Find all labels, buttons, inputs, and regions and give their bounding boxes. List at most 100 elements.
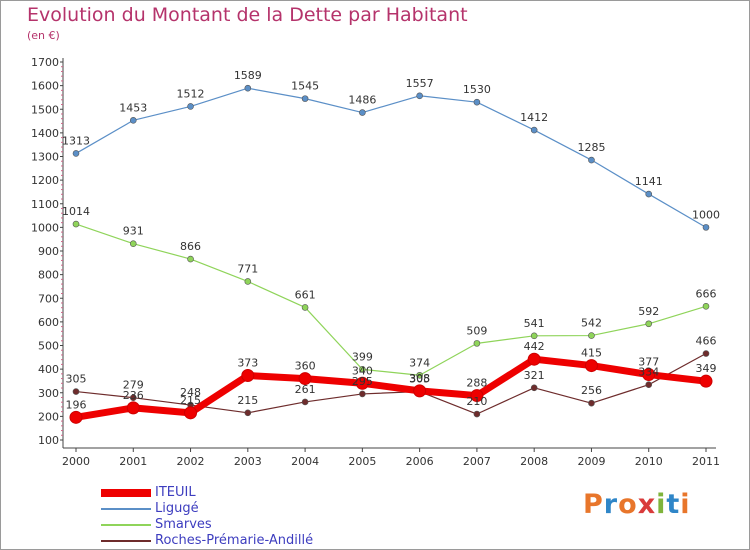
x-tick-label: 2006	[406, 455, 434, 468]
data-label: 399	[352, 350, 373, 363]
data-point	[642, 368, 656, 382]
data-label: 373	[237, 357, 258, 370]
data-label: 1285	[577, 141, 605, 154]
data-point	[645, 190, 653, 198]
x-tick-label: 2001	[119, 455, 147, 468]
data-label: 592	[638, 305, 659, 318]
data-label: 661	[295, 288, 316, 301]
data-label: 1589	[234, 69, 262, 82]
data-point	[244, 409, 252, 417]
data-point	[244, 84, 252, 92]
data-point	[355, 376, 369, 390]
data-point	[702, 302, 710, 310]
series-line	[75, 353, 707, 415]
data-label: 321	[524, 369, 545, 382]
data-point	[301, 304, 309, 311]
data-point	[359, 366, 366, 373]
data-point	[129, 240, 137, 247]
legend-swatch	[101, 508, 151, 510]
data-label: 261	[295, 383, 316, 396]
data-point	[69, 410, 83, 424]
data-label: 196	[66, 398, 87, 411]
data-label: 866	[180, 240, 201, 253]
data-label: 1486	[348, 94, 376, 107]
logo-letter: i	[680, 489, 691, 520]
data-point	[72, 220, 80, 228]
data-point	[645, 381, 653, 389]
legend-label: ITEUIL	[155, 485, 196, 500]
data-label: 215	[180, 394, 201, 407]
logo-letter: i	[656, 489, 667, 520]
data-point	[72, 150, 80, 157]
data-label: 215	[237, 394, 258, 407]
data-label: 442	[524, 340, 545, 353]
data-label: 305	[409, 373, 430, 386]
data-label: 279	[123, 379, 144, 392]
data-point	[645, 320, 653, 328]
data-label: 334	[638, 366, 659, 379]
data-point	[129, 394, 137, 402]
y-tick-label: 1400	[31, 127, 59, 140]
data-point	[413, 384, 427, 398]
y-tick-label: 1200	[31, 174, 59, 187]
legend-label: Roches-Prémarie-Andillé	[155, 533, 314, 548]
data-point	[301, 398, 309, 406]
data-label: 1014	[62, 205, 90, 218]
data-label: 236	[123, 389, 144, 402]
data-point	[530, 126, 538, 134]
data-point	[702, 224, 710, 231]
data-point	[473, 98, 481, 106]
data-label: 1545	[291, 80, 319, 93]
logo-letter: o	[618, 489, 638, 520]
data-point	[187, 103, 194, 110]
data-point	[473, 340, 481, 347]
data-point	[126, 401, 140, 415]
data-label: 1141	[635, 175, 663, 188]
data-label: 349	[696, 362, 717, 375]
data-point	[588, 399, 595, 407]
data-label: 210	[466, 395, 487, 408]
data-label: 377	[638, 356, 659, 369]
data-label: 288	[466, 377, 487, 390]
logo-letter: P	[583, 489, 604, 520]
data-label: 509	[466, 324, 487, 337]
data-point	[416, 371, 423, 379]
data-point	[359, 390, 366, 398]
y-tick-label: 1300	[31, 151, 59, 164]
legend-label: Ligugé	[155, 501, 199, 516]
data-label: 374	[409, 356, 430, 369]
x-tick-label: 2004	[291, 455, 319, 468]
data-point	[129, 117, 137, 124]
data-label: 248	[180, 386, 201, 399]
x-tick-label: 2007	[463, 455, 491, 468]
data-point	[72, 388, 80, 395]
y-tick-label: 200	[38, 410, 59, 423]
legend-swatch	[101, 489, 151, 497]
logo-letter: r	[603, 489, 619, 520]
data-point	[527, 352, 541, 366]
data-label: 1557	[406, 77, 434, 90]
data-point	[416, 92, 423, 100]
series-line	[75, 87, 707, 228]
x-tick-label: 2003	[234, 455, 262, 468]
y-tick-label: 700	[38, 292, 59, 305]
series-line	[75, 223, 707, 376]
data-label: 340	[352, 364, 373, 377]
data-label: 1530	[463, 83, 491, 96]
chart-title: Evolution du Montant de la Dette par Hab…	[27, 4, 468, 26]
y-tick-label: 300	[38, 387, 59, 400]
data-label: 931	[123, 225, 144, 238]
y-tick-label: 400	[38, 363, 59, 376]
data-label: 542	[581, 317, 602, 330]
data-label: 1512	[177, 87, 205, 100]
chart-unit-label: (en €)	[27, 29, 60, 42]
data-label: 308	[409, 372, 430, 385]
proxiti-logo: Proxiti	[583, 489, 691, 520]
data-point	[298, 372, 312, 386]
data-label: 1313	[62, 134, 90, 147]
legend-label: Smarves	[155, 517, 212, 532]
data-point	[184, 406, 198, 420]
logo-letter: x	[637, 489, 657, 520]
